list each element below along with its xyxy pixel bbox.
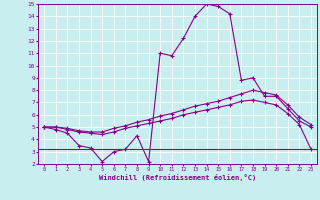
X-axis label: Windchill (Refroidissement éolien,°C): Windchill (Refroidissement éolien,°C) — [99, 174, 256, 181]
